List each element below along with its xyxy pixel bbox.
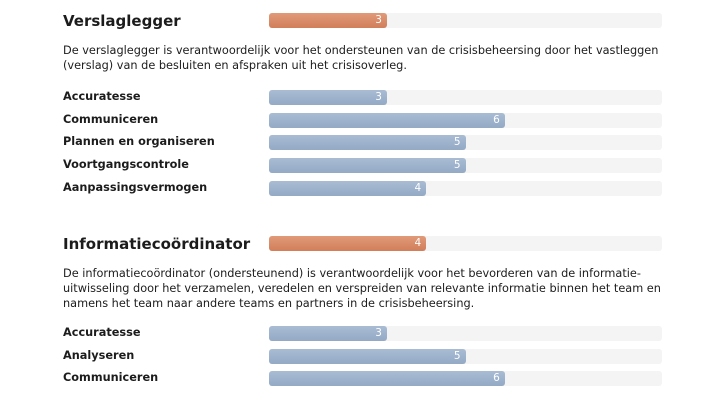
role-title: Verslaglegger [63,12,181,30]
skill-bar: 3 [269,90,387,105]
skill-label: Plannen en organiseren [63,135,215,149]
skill-label: Analyseren [63,348,135,362]
skill-track: 5 [269,158,662,174]
skill-label: Accuratesse [63,326,141,339]
skill-label: Voortgangscontrole [63,158,189,172]
skill-label: Accuratesse [63,90,141,103]
skill-track: 3 [269,90,662,105]
skill-bar: 5 [269,348,466,364]
skill-track: 5 [269,348,662,364]
role-score-bar: 4 [269,236,427,251]
skill-bar: 3 [269,326,387,341]
skill-track: 4 [269,180,662,196]
role-score-bar: 3 [269,13,387,28]
skill-track: 6 [269,371,662,387]
skill-label: Communiceren [63,371,159,385]
skill-label: Aanpassingsvermogen [63,180,208,194]
role-description: De informatiecoördinator (ondersteunend)… [63,267,661,310]
skill-label: Communiceren [63,112,159,126]
skill-track: 3 [269,326,662,341]
role-title: Informatiecoördinator [63,235,251,253]
skill-bar: 5 [269,135,466,151]
skill-bar: 4 [269,180,427,196]
skill-bar: 6 [269,371,505,387]
skill-bar: 5 [269,158,466,174]
role-score-track: 3 [269,13,662,28]
role-description: De verslaglegger is verantwoordelijk voo… [63,44,659,72]
skill-track: 6 [269,112,662,128]
skill-track: 5 [269,135,662,151]
role-score-track: 4 [269,236,662,251]
skill-bar: 6 [269,112,505,128]
